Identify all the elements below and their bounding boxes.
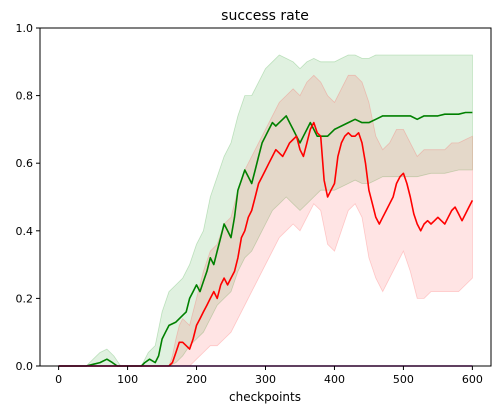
series-0-band: [58, 54, 473, 367]
x-tick-label: 500: [393, 373, 414, 386]
y-tick-label: 0.8: [16, 90, 34, 103]
x-tick-label: 0: [55, 373, 62, 386]
y-tick-label: 1.0: [16, 22, 34, 35]
x-tick-label: 600: [462, 373, 483, 386]
y-tick-label: 0.4: [16, 225, 34, 238]
x-tick-label: 400: [324, 373, 345, 386]
x-tick-label: 100: [117, 373, 138, 386]
x-axis-label: checkpoints: [229, 390, 301, 404]
chart-title: success rate: [221, 8, 309, 24]
y-tick-label: 0.6: [16, 157, 34, 170]
confidence-bands: [58, 54, 473, 367]
series-1-line: [58, 121, 474, 367]
x-tick-label: 300: [255, 373, 276, 386]
y-tick-label: 0.0: [16, 360, 34, 373]
x-axis: 0 100 200 300 400 500 600: [55, 366, 483, 386]
series-0-line: [58, 111, 473, 367]
y-axis: 0.0 0.2 0.4 0.6 0.8 1.0: [16, 22, 40, 373]
y-tick-label: 0.2: [16, 292, 34, 305]
x-tick-label: 200: [186, 373, 207, 386]
